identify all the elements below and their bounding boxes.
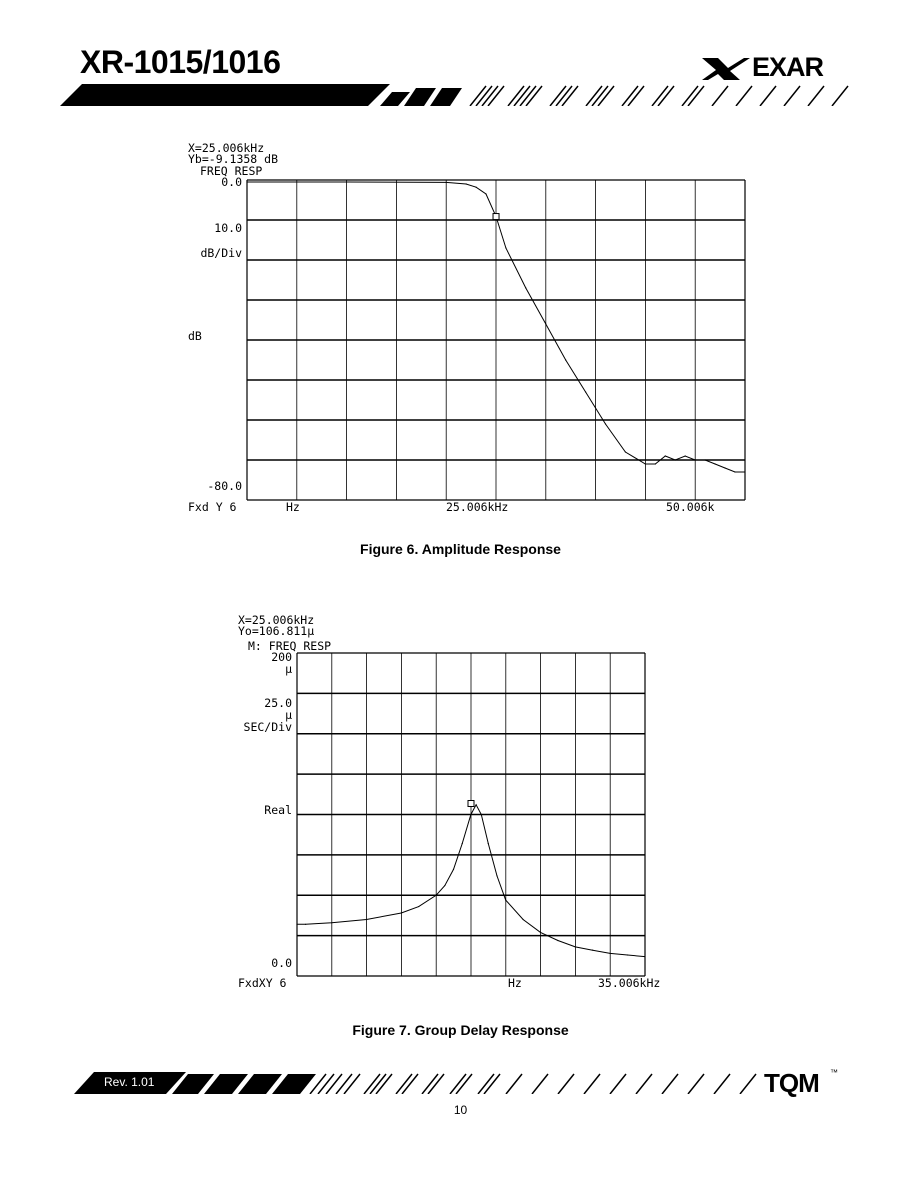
fig7-data-point bbox=[435, 894, 437, 896]
fig6-ref-top: 0.0 bbox=[221, 175, 242, 189]
fig6-data-point bbox=[684, 455, 686, 457]
fig7-plot-area bbox=[296, 652, 646, 977]
fig7-ref-top-unit: μ bbox=[285, 662, 292, 676]
fig6-axis-unit: dB bbox=[188, 329, 202, 343]
fig6-x-end: 50.006k bbox=[666, 500, 715, 514]
fig6-data-point bbox=[465, 183, 467, 185]
fig6-data-point bbox=[654, 463, 656, 465]
fig7-data-point bbox=[470, 813, 472, 816]
figure-7-caption: Figure 7. Group Delay Response bbox=[352, 1022, 569, 1038]
fig7-data-point bbox=[539, 931, 542, 933]
fig6-data-point bbox=[584, 391, 587, 393]
fig7-data-point bbox=[557, 939, 559, 942]
fig7-marker-y: Yo=106.811μ bbox=[238, 624, 314, 638]
document-title: XR-1015/1016 bbox=[80, 44, 281, 80]
fig6-marker bbox=[492, 213, 500, 221]
fig7-marker-x: X=25.006kHz bbox=[238, 613, 314, 627]
fig6-data-point bbox=[525, 287, 527, 289]
fig7-data-point bbox=[461, 842, 463, 845]
exar-logo-icon bbox=[702, 58, 750, 80]
fig7-data-point bbox=[592, 949, 594, 951]
fig7-scale-unit: SEC/Div bbox=[244, 720, 293, 734]
fig7-trace-name: M: FREQ RESP bbox=[248, 639, 331, 653]
fig6-plot-area bbox=[246, 179, 746, 501]
fig6-data-point bbox=[724, 467, 726, 469]
fig7-data-point bbox=[452, 868, 455, 871]
fig6-data-point bbox=[744, 471, 746, 473]
fig6-x-unit: Hz bbox=[286, 500, 300, 514]
fig6-data-point bbox=[714, 463, 716, 465]
fig7-data-point bbox=[505, 899, 507, 901]
fig6-scale-unit: dB/Div bbox=[200, 246, 242, 260]
fig7-data-point bbox=[304, 923, 307, 925]
fig7-data-point bbox=[296, 923, 298, 925]
fig6-data-point bbox=[734, 471, 736, 473]
fig6-data-point bbox=[624, 451, 627, 453]
fig6-data-point bbox=[475, 186, 477, 188]
exar-logo-text: EXAR bbox=[752, 52, 824, 82]
page-number: 10 bbox=[453, 1103, 468, 1117]
fig6-marker-y: Yb=-9.1358 dB bbox=[188, 152, 278, 166]
fig7-data-point bbox=[480, 813, 482, 816]
figure-7-chart: X=25.006kHz Yo=106.811μ M: FREQ RESP 200… bbox=[238, 613, 660, 990]
fig7-axis-mode: Real bbox=[264, 803, 292, 817]
fig6-data-point bbox=[445, 181, 447, 183]
fig6-data-point bbox=[694, 459, 696, 461]
fig7-data-point bbox=[574, 946, 576, 948]
header-banner-stripe bbox=[60, 84, 849, 106]
fig6-data-point bbox=[246, 181, 248, 183]
fig7-data-point bbox=[626, 954, 629, 956]
fig7-data-point bbox=[331, 922, 333, 924]
figure-6-amplitude-response: X=25.006kHz Yb=-9.1358 dB FREQ RESP 0.0 … bbox=[180, 140, 770, 520]
fig7-x-unit: Hz bbox=[508, 976, 522, 990]
fig6-data-point bbox=[604, 423, 607, 425]
fig6-data-point bbox=[345, 181, 348, 183]
fig7-data-point bbox=[487, 842, 489, 845]
fig6-ref-bottom: -80.0 bbox=[207, 479, 242, 493]
fig7-data-point bbox=[365, 918, 368, 921]
fig7-scale-val: 25.0 bbox=[264, 696, 292, 710]
fig6-x-start: Fxd Y 6 bbox=[188, 500, 237, 514]
fig7-x-end: 35.006kHz bbox=[598, 976, 660, 990]
fig6-trace-name: FREQ RESP bbox=[200, 164, 262, 178]
fig7-ref-top: 200 bbox=[271, 650, 292, 664]
trademark-icon: ™ bbox=[830, 1068, 838, 1077]
fig6-scale-val: 10.0 bbox=[214, 221, 242, 235]
fig6-x-center: 25.006kHz bbox=[446, 500, 508, 514]
fig7-ref-bottom: 0.0 bbox=[271, 956, 292, 970]
tqm-logo: TQM bbox=[764, 1068, 820, 1098]
fig6-data-point bbox=[505, 247, 507, 249]
fig6-data-point bbox=[565, 359, 567, 361]
figure-6-caption: Figure 6. Amplitude Response bbox=[360, 541, 561, 557]
fig7-data-point bbox=[609, 952, 611, 954]
fig6-data-point bbox=[485, 193, 487, 195]
fig6-data-point bbox=[664, 455, 666, 457]
figure-6-chart: X=25.006kHz Yb=-9.1358 dB FREQ RESP 0.0 … bbox=[188, 141, 746, 514]
fig6-data-point bbox=[674, 459, 676, 461]
fig6-marker-x: X=25.006kHz bbox=[188, 141, 264, 155]
fig7-series-line bbox=[297, 803, 645, 958]
fig7-x-start: FxdXY 6 bbox=[238, 976, 287, 990]
fig7-marker bbox=[467, 800, 475, 808]
footer-banner-stripe bbox=[74, 1072, 757, 1094]
fig7-data-point bbox=[444, 884, 446, 887]
fig6-data-point bbox=[545, 323, 547, 325]
fig7-data-point bbox=[496, 875, 498, 877]
fig6-data-point bbox=[644, 463, 646, 465]
fig7-data-point bbox=[644, 956, 646, 958]
figure-7-group-delay-response: X=25.006kHz Yo=106.811μ M: FREQ RESP 200… bbox=[230, 612, 730, 997]
fig6-data-point bbox=[704, 459, 706, 461]
fig7-data-point bbox=[475, 804, 477, 806]
revision-label: Rev. 1.01 bbox=[104, 1075, 155, 1089]
fig7-data-point bbox=[418, 905, 420, 908]
fig7-scale-unit-mu: μ bbox=[285, 708, 292, 722]
fig7-data-point bbox=[522, 918, 524, 921]
fig7-data-point bbox=[400, 912, 402, 914]
